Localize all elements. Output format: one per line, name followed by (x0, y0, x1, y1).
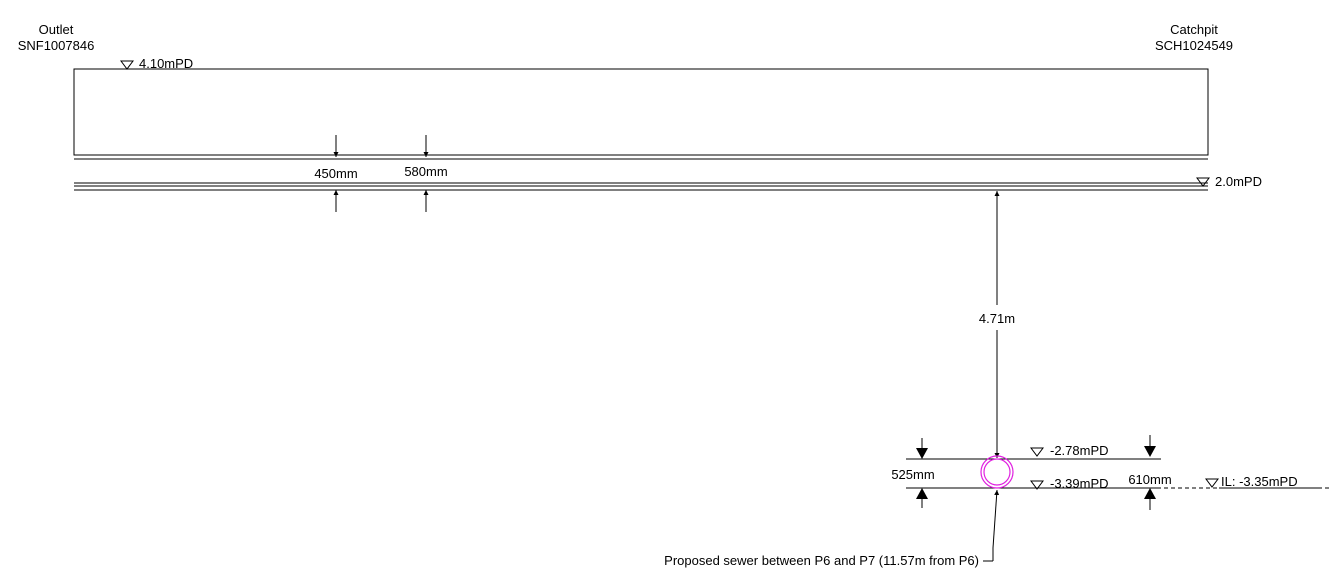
dim-525-arrow-bottom-icon (916, 488, 928, 499)
dim-depth-label: 4.71m (979, 311, 1015, 326)
level-marker-icon (1205, 478, 1219, 488)
level-marker-icon (1030, 480, 1044, 490)
dim-610-label: 610mm (1128, 472, 1171, 487)
dim-450-label: 450mm (314, 166, 357, 181)
level-pipe: 2.0mPD (1215, 174, 1262, 189)
catchpit-id: SCH1024549 (1155, 38, 1233, 53)
level-marker-icon (120, 60, 134, 70)
level-sewer-bottom: -3.39mPD (1050, 476, 1109, 491)
structure-box (73, 68, 1209, 156)
dim-525-arrow-top-icon (916, 448, 928, 459)
outlet-title: Outlet (39, 22, 74, 37)
dim-610-arrow-bottom-icon (1144, 488, 1156, 499)
callout-label: Proposed sewer between P6 and P7 (11.57m… (664, 553, 979, 568)
level-marker-icon (1030, 447, 1044, 457)
sewer-pipe-inner (983, 458, 1011, 486)
sewer-pipe-outer (980, 455, 1014, 489)
level-invert: IL: -3.35mPD (1221, 474, 1298, 489)
dim-610-arrow-top-icon (1144, 446, 1156, 457)
catchpit-title: Catchpit (1170, 22, 1218, 37)
level-sewer-top: -2.78mPD (1050, 443, 1109, 458)
level-outlet-ground: 4.10mPD (139, 56, 193, 71)
dim-580-label: 580mm (404, 164, 447, 179)
level-marker-icon (1196, 177, 1210, 187)
outlet-id: SNF1007846 (18, 38, 95, 53)
callout-leader-arrow (992, 489, 1000, 549)
dim-525-label: 525mm (891, 467, 934, 482)
